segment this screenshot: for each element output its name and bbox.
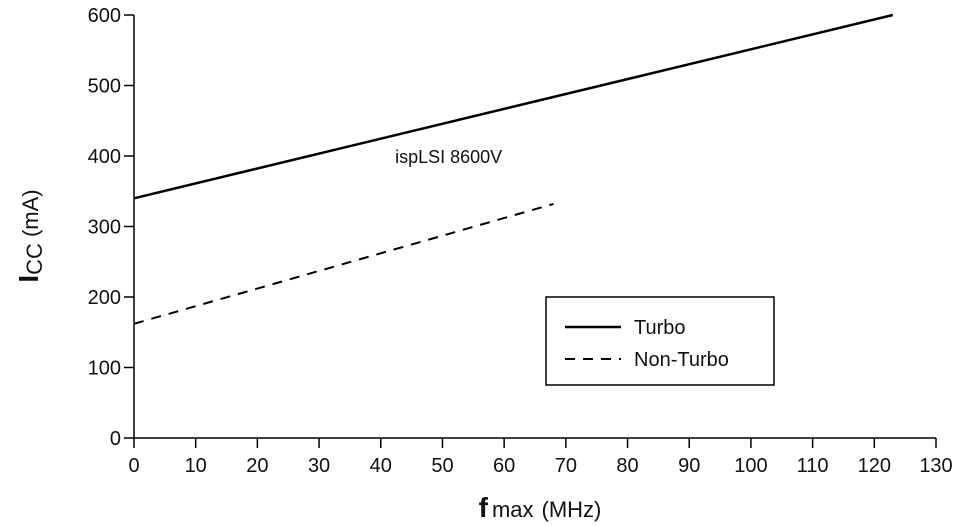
y-tick-label: 400 (88, 146, 121, 168)
y-tick-label: 200 (88, 287, 121, 309)
y-tick-label: 500 (88, 76, 121, 98)
y-tick-label: 300 (88, 217, 121, 239)
y-axis-title: ICC (mA) (13, 189, 47, 282)
y-tick-label: 600 (88, 5, 121, 27)
y-tick-label: 100 (88, 358, 121, 380)
x-tick-label: 60 (493, 455, 515, 477)
x-tick-label: 40 (370, 455, 392, 477)
x-tick-label: 80 (616, 455, 638, 477)
x-axis-title-main: f (479, 492, 489, 523)
x-tick-label: 90 (678, 455, 700, 477)
series-line-turbo (133, 13, 894, 200)
legend-label-non-turbo: Non-Turbo (634, 349, 729, 371)
x-tick-label: 0 (128, 455, 139, 477)
x-tick-label: 70 (555, 455, 577, 477)
y-axis-title-sub: CC (22, 243, 47, 275)
x-tick-label: 100 (734, 455, 767, 477)
plot-layer: 0 100 200 300 400 500 600 0 10 20 30 40 50 60 70 80 90 10… (13, 5, 953, 523)
legend-label-turbo: Turbo (634, 317, 686, 339)
chart-annotation: ispLSI 8600V (395, 147, 502, 167)
legend-box (545, 296, 775, 386)
x-tick-label: 10 (185, 455, 207, 477)
x-tick-label: 120 (858, 455, 891, 477)
y-tick-label: 0 (110, 428, 121, 450)
x-tick-label: 50 (431, 455, 453, 477)
x-axis-title-unit: (MHz) (542, 497, 602, 522)
x-tick-label: 110 (797, 455, 829, 477)
x-tick-label: 130 (919, 455, 952, 477)
x-tick-label: 30 (308, 455, 330, 477)
x-tick-label: 20 (246, 455, 268, 477)
y-axis-title-main: I (13, 275, 44, 283)
x-axis-title: f max (MHz) (479, 492, 602, 523)
x-axis-title-sub: max (492, 497, 534, 522)
series-line-non-turbo (133, 202, 554, 325)
y-axis-title-unit: (mA) (18, 189, 43, 237)
